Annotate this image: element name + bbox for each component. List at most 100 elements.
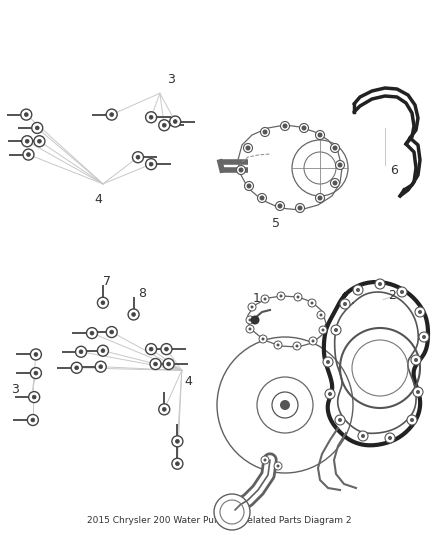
Circle shape xyxy=(388,436,392,440)
Circle shape xyxy=(328,392,332,396)
Circle shape xyxy=(263,130,267,134)
Circle shape xyxy=(145,112,157,123)
Circle shape xyxy=(338,418,342,422)
Circle shape xyxy=(416,390,420,394)
Circle shape xyxy=(333,146,337,150)
Circle shape xyxy=(321,328,325,332)
Circle shape xyxy=(385,433,395,443)
Circle shape xyxy=(338,163,342,167)
Circle shape xyxy=(246,146,250,150)
Circle shape xyxy=(21,109,32,120)
Circle shape xyxy=(244,143,252,152)
Circle shape xyxy=(300,124,308,133)
Circle shape xyxy=(23,149,34,160)
Circle shape xyxy=(27,415,39,425)
Circle shape xyxy=(297,295,300,298)
Circle shape xyxy=(173,119,177,124)
Text: 2: 2 xyxy=(388,289,396,302)
Circle shape xyxy=(274,462,282,470)
Text: 4: 4 xyxy=(95,193,102,206)
Circle shape xyxy=(34,136,45,147)
Circle shape xyxy=(296,204,304,213)
Text: 1: 1 xyxy=(252,292,260,305)
Circle shape xyxy=(106,109,117,120)
Circle shape xyxy=(280,122,290,131)
Circle shape xyxy=(276,201,285,211)
Circle shape xyxy=(75,346,87,357)
Circle shape xyxy=(400,290,404,294)
Circle shape xyxy=(323,357,333,367)
Circle shape xyxy=(325,389,335,399)
Text: 5: 5 xyxy=(272,217,280,230)
Circle shape xyxy=(95,361,106,372)
Circle shape xyxy=(334,328,338,332)
Circle shape xyxy=(258,193,266,203)
Circle shape xyxy=(361,434,365,438)
Text: 4: 4 xyxy=(184,375,192,387)
Circle shape xyxy=(159,404,170,415)
Circle shape xyxy=(375,279,385,289)
Circle shape xyxy=(308,299,316,307)
Circle shape xyxy=(145,159,157,169)
Circle shape xyxy=(110,112,113,117)
Circle shape xyxy=(319,326,327,334)
Circle shape xyxy=(315,131,325,140)
Circle shape xyxy=(331,143,339,152)
Circle shape xyxy=(71,362,82,373)
Circle shape xyxy=(246,316,254,324)
Circle shape xyxy=(279,295,283,297)
Circle shape xyxy=(343,302,347,306)
Circle shape xyxy=(335,415,345,425)
Circle shape xyxy=(248,327,251,330)
Circle shape xyxy=(298,206,302,210)
Text: 3: 3 xyxy=(167,74,175,86)
Text: 8: 8 xyxy=(138,287,146,300)
Circle shape xyxy=(264,458,266,462)
Circle shape xyxy=(162,407,166,411)
Circle shape xyxy=(261,337,265,341)
Circle shape xyxy=(333,181,337,185)
Circle shape xyxy=(251,316,259,325)
Circle shape xyxy=(336,160,345,169)
Circle shape xyxy=(418,310,422,314)
Circle shape xyxy=(101,301,105,305)
Circle shape xyxy=(356,288,360,292)
Circle shape xyxy=(159,120,170,131)
Circle shape xyxy=(28,392,40,402)
Circle shape xyxy=(247,184,251,188)
Circle shape xyxy=(302,126,306,130)
Circle shape xyxy=(326,360,330,364)
Circle shape xyxy=(274,341,282,349)
Circle shape xyxy=(283,124,287,128)
Text: 7: 7 xyxy=(103,275,111,288)
Circle shape xyxy=(176,462,179,466)
Circle shape xyxy=(414,358,418,362)
Circle shape xyxy=(331,179,339,188)
Circle shape xyxy=(272,392,298,418)
Circle shape xyxy=(315,193,325,203)
Circle shape xyxy=(34,371,38,375)
Circle shape xyxy=(161,344,172,354)
Circle shape xyxy=(264,297,266,301)
Circle shape xyxy=(32,395,36,399)
Text: 3: 3 xyxy=(11,383,19,395)
Circle shape xyxy=(293,342,301,350)
Circle shape xyxy=(30,349,42,360)
Circle shape xyxy=(319,313,322,317)
Circle shape xyxy=(75,366,78,370)
Circle shape xyxy=(317,311,325,319)
Circle shape xyxy=(251,305,254,309)
Circle shape xyxy=(331,325,341,335)
Circle shape xyxy=(239,168,243,172)
Circle shape xyxy=(162,123,166,127)
Circle shape xyxy=(86,328,98,338)
Circle shape xyxy=(410,418,414,422)
Circle shape xyxy=(30,368,42,378)
Circle shape xyxy=(261,295,269,303)
Circle shape xyxy=(276,464,279,467)
Circle shape xyxy=(353,285,363,295)
Circle shape xyxy=(21,136,33,147)
Circle shape xyxy=(25,139,29,143)
Circle shape xyxy=(149,347,153,351)
Circle shape xyxy=(163,359,174,369)
